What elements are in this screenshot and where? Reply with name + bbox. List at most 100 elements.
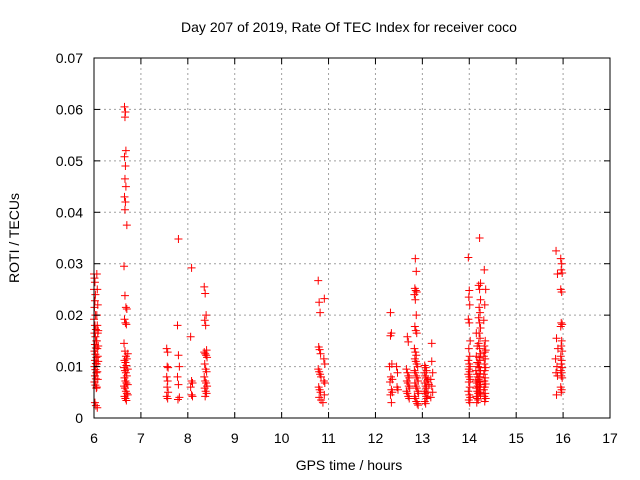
data-point-marker	[420, 361, 429, 370]
data-point-marker	[175, 362, 184, 371]
data-point-marker	[420, 397, 429, 406]
x-tick-label: 14	[461, 430, 477, 446]
data-point-marker	[93, 403, 102, 412]
data-point-marker	[557, 388, 566, 397]
x-tick-label: 11	[321, 430, 336, 446]
x-tick-label: 16	[555, 430, 571, 446]
data-point-marker	[476, 324, 485, 332]
data-point-marker	[476, 279, 485, 288]
y-tick-label: 0	[75, 410, 83, 426]
y-tick-label: 0.05	[56, 153, 83, 169]
data-point-marker	[410, 366, 419, 375]
data-point-marker	[385, 362, 394, 371]
data-point-marker	[162, 392, 171, 401]
data-point-marker	[162, 372, 171, 381]
data-point-marker	[121, 303, 130, 312]
data-point-marker	[122, 320, 131, 329]
chart-title: Day 207 of 2019, Rate Of TEC Index for r…	[181, 19, 517, 35]
data-point-marker	[464, 356, 473, 365]
data-point-marker	[320, 294, 329, 303]
data-point-marker	[202, 367, 211, 376]
data-point-marker	[465, 318, 474, 327]
data-point-marker	[163, 362, 172, 371]
data-point-marker	[319, 376, 328, 385]
data-point-marker	[474, 313, 483, 322]
data-point-marker	[201, 392, 210, 401]
data-point-marker	[464, 253, 473, 262]
data-point-marker	[163, 348, 172, 357]
data-point-marker	[90, 340, 99, 349]
data-point-marker	[412, 371, 421, 380]
data-point-marker	[557, 288, 566, 296]
data-point-marker	[121, 318, 130, 327]
data-point-marker	[120, 152, 129, 161]
data-point-marker	[421, 399, 430, 408]
data-point-marker	[402, 376, 411, 385]
data-point-marker	[414, 401, 423, 410]
data-point-marker	[122, 396, 131, 405]
data-point-marker	[188, 392, 197, 401]
x-tick-label: 6	[90, 430, 98, 446]
x-tick-label: 15	[508, 430, 524, 446]
data-point-marker	[411, 382, 420, 391]
data-point-marker	[385, 378, 394, 386]
data-point-marker	[120, 174, 129, 183]
data-point-marker	[123, 390, 132, 399]
data-point-marker	[410, 322, 419, 331]
data-point-marker	[90, 296, 99, 305]
data-point-marker	[90, 278, 99, 287]
data-point-marker	[557, 342, 566, 350]
data-point-marker	[174, 380, 183, 389]
data-point-marker	[411, 254, 420, 263]
x-tick-labels: 6 7 8 9 10 11 12 13 14 15 16 17	[90, 430, 618, 446]
data-point-marker	[319, 354, 328, 363]
data-point-marker	[464, 293, 473, 302]
data-point-marker	[402, 365, 411, 374]
data-point-marker	[474, 339, 483, 348]
data-point-marker	[201, 349, 210, 358]
data-point-marker	[94, 342, 103, 350]
data-point-marker	[120, 113, 129, 122]
data-point-marker	[404, 337, 413, 346]
data-point-marker	[202, 351, 211, 360]
data-point-marker	[121, 162, 130, 170]
data-point-marker	[93, 321, 102, 330]
data-point-marker	[121, 387, 130, 396]
data-point-marker	[318, 398, 327, 407]
data-point-marker	[558, 320, 567, 329]
data-point-marker	[479, 385, 488, 394]
data-point-marker	[412, 329, 421, 338]
data-point-marker	[475, 329, 484, 338]
data-point-marker	[427, 357, 436, 366]
data-point-marker	[411, 295, 420, 304]
data-point-marker	[480, 300, 489, 309]
data-point-marker	[426, 375, 435, 384]
data-point-marker	[480, 265, 489, 274]
data-point-marker	[551, 354, 560, 363]
data-point-marker	[404, 382, 413, 391]
data-point-marker	[558, 373, 567, 382]
data-point-marker	[472, 398, 481, 407]
data-point-marker	[476, 390, 485, 399]
data-point-marker	[479, 370, 488, 379]
data-point-marker	[201, 289, 210, 298]
data-point-marker	[411, 286, 420, 295]
data-point-marker	[93, 375, 102, 384]
x-tick-label: 9	[231, 430, 239, 446]
data-point-marker	[123, 349, 132, 358]
y-tick-label: 0.03	[56, 256, 83, 272]
data-point-marker	[122, 304, 131, 313]
data-point-marker	[200, 360, 209, 368]
data-point-marker	[552, 362, 561, 371]
data-point-marker	[427, 339, 436, 348]
data-point-marker	[476, 308, 485, 317]
data-point-marker	[557, 371, 566, 380]
data-point-marker	[479, 316, 488, 325]
data-point-marker	[387, 398, 396, 407]
data-point-marker	[556, 352, 565, 361]
data-point-marker	[201, 376, 210, 385]
data-point-marker	[174, 235, 183, 244]
data-point-marker	[93, 367, 102, 376]
data-points	[90, 102, 567, 412]
data-point-marker	[465, 286, 474, 295]
